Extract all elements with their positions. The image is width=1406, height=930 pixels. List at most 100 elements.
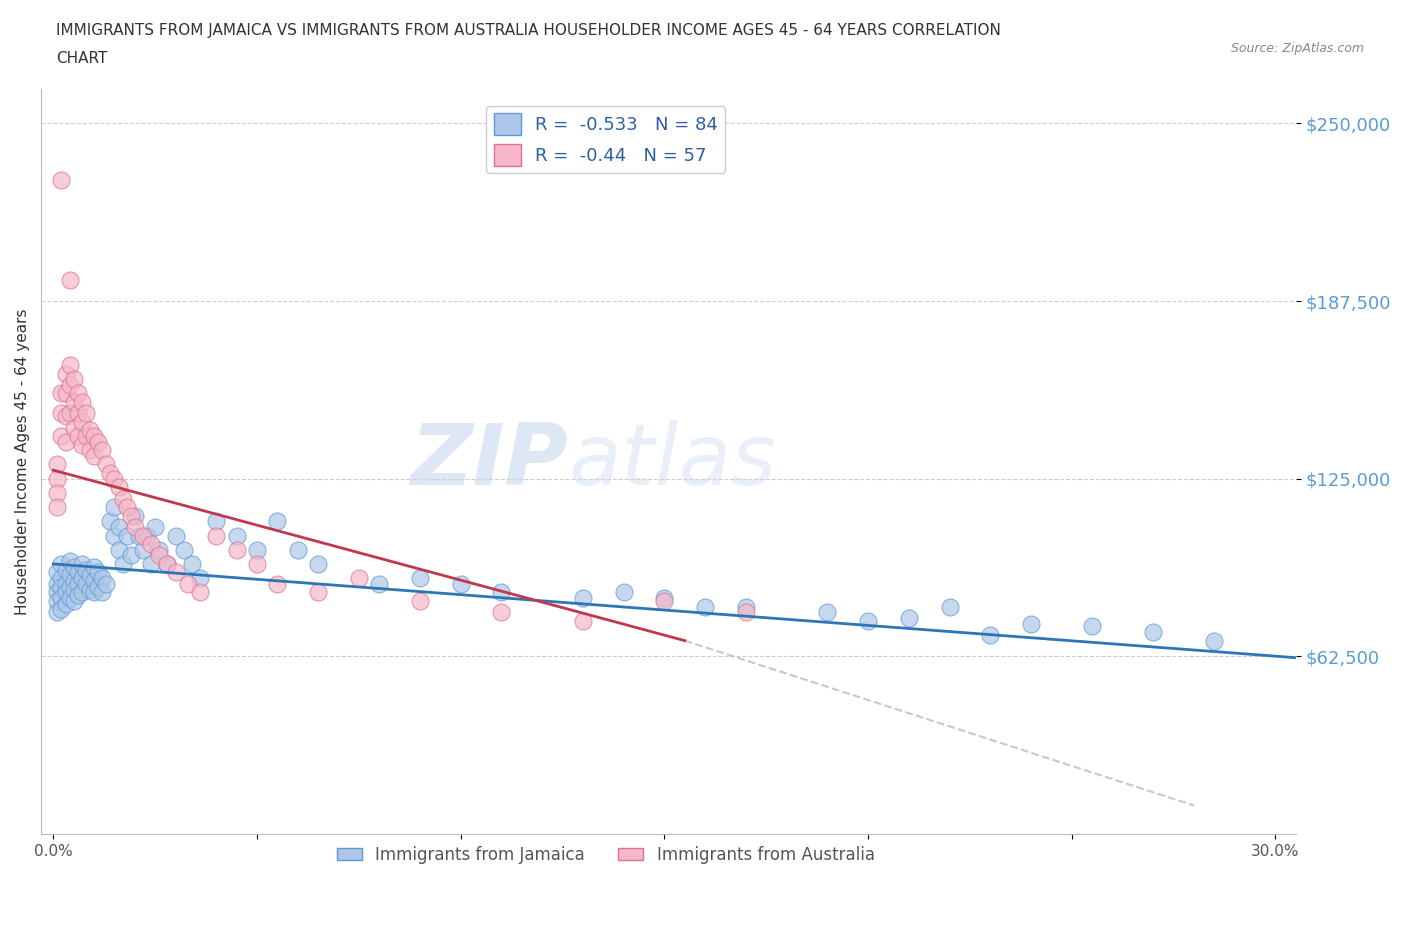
Point <box>83 429 105 444</box>
Point <box>165 565 187 580</box>
Point <box>225 542 247 557</box>
Point <box>66 577 89 591</box>
Point <box>46 585 69 600</box>
Point <box>59 591 82 605</box>
Point <box>98 466 121 481</box>
Point <box>59 579 82 594</box>
Point <box>938 599 960 614</box>
Point <box>409 593 432 608</box>
Point <box>46 472 69 486</box>
Point <box>59 378 82 392</box>
Point <box>51 571 73 586</box>
Point <box>613 585 636 600</box>
Point <box>897 610 920 625</box>
Point <box>572 591 595 605</box>
Point <box>1081 619 1104 634</box>
Point <box>46 485 69 500</box>
Point <box>62 420 84 435</box>
Point <box>87 565 110 580</box>
Point <box>491 585 513 600</box>
Text: atlas: atlas <box>568 420 776 503</box>
Point <box>66 565 89 580</box>
Point <box>124 520 146 535</box>
Point <box>120 508 142 523</box>
Point <box>98 514 121 529</box>
Point <box>107 542 129 557</box>
Point <box>307 585 329 600</box>
Point <box>103 528 125 543</box>
Point <box>70 556 93 571</box>
Point <box>148 548 170 563</box>
Point <box>75 405 97 420</box>
Point <box>55 585 77 600</box>
Point <box>572 613 595 628</box>
Point <box>734 599 756 614</box>
Point <box>87 434 110 449</box>
Point <box>107 480 129 495</box>
Point <box>266 577 288 591</box>
Point <box>136 528 159 543</box>
Point <box>491 604 513 619</box>
Point <box>111 491 134 506</box>
Point <box>139 556 162 571</box>
Point <box>409 571 432 586</box>
Point <box>96 457 118 472</box>
Point <box>46 499 69 514</box>
Point <box>83 448 105 463</box>
Point <box>96 577 118 591</box>
Point <box>66 588 89 603</box>
Point <box>205 528 228 543</box>
Point <box>62 372 84 387</box>
Point <box>188 585 211 600</box>
Point <box>55 386 77 401</box>
Point <box>70 437 93 452</box>
Point <box>75 577 97 591</box>
Point <box>51 579 73 594</box>
Point <box>55 577 77 591</box>
Point <box>51 556 73 571</box>
Point <box>55 596 77 611</box>
Point <box>59 553 82 568</box>
Point <box>156 556 179 571</box>
Point <box>51 602 73 617</box>
Point <box>83 585 105 600</box>
Point <box>79 423 101 438</box>
Point <box>51 386 73 401</box>
Point <box>79 582 101 597</box>
Point <box>856 613 879 628</box>
Point <box>1204 633 1226 648</box>
Text: ZIP: ZIP <box>411 420 568 503</box>
Point <box>693 599 716 614</box>
Point <box>51 173 73 188</box>
Point <box>79 443 101 458</box>
Point <box>59 568 82 583</box>
Point <box>266 514 288 529</box>
Point <box>115 528 138 543</box>
Point <box>46 593 69 608</box>
Point <box>55 408 77 423</box>
Point <box>62 394 84 409</box>
Point <box>734 604 756 619</box>
Point <box>51 591 73 605</box>
Point <box>654 593 676 608</box>
Point <box>70 571 93 586</box>
Point <box>70 415 93 430</box>
Text: CHART: CHART <box>56 51 108 66</box>
Point <box>111 556 134 571</box>
Point <box>70 585 93 600</box>
Point <box>83 559 105 574</box>
Point <box>654 591 676 605</box>
Point <box>62 574 84 589</box>
Point <box>180 556 202 571</box>
Point <box>55 366 77 381</box>
Point <box>165 528 187 543</box>
Point <box>205 514 228 529</box>
Point <box>1019 617 1042 631</box>
Point <box>115 499 138 514</box>
Point <box>46 604 69 619</box>
Point <box>51 429 73 444</box>
Point <box>70 394 93 409</box>
Legend: Immigrants from Jamaica, Immigrants from Australia: Immigrants from Jamaica, Immigrants from… <box>330 839 882 870</box>
Point <box>62 593 84 608</box>
Point <box>120 548 142 563</box>
